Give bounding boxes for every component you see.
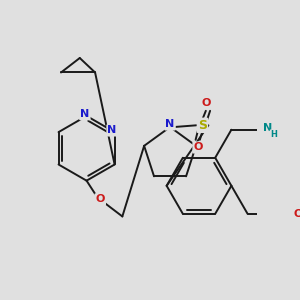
- Text: N: N: [107, 125, 117, 135]
- Text: S: S: [198, 119, 207, 132]
- Text: O: O: [194, 142, 203, 152]
- Text: N: N: [262, 123, 272, 133]
- Text: N: N: [165, 119, 175, 129]
- Text: N: N: [80, 109, 89, 119]
- Text: O: O: [201, 98, 211, 108]
- Text: O: O: [95, 194, 105, 204]
- Text: H: H: [271, 130, 278, 139]
- Text: O: O: [294, 209, 300, 219]
